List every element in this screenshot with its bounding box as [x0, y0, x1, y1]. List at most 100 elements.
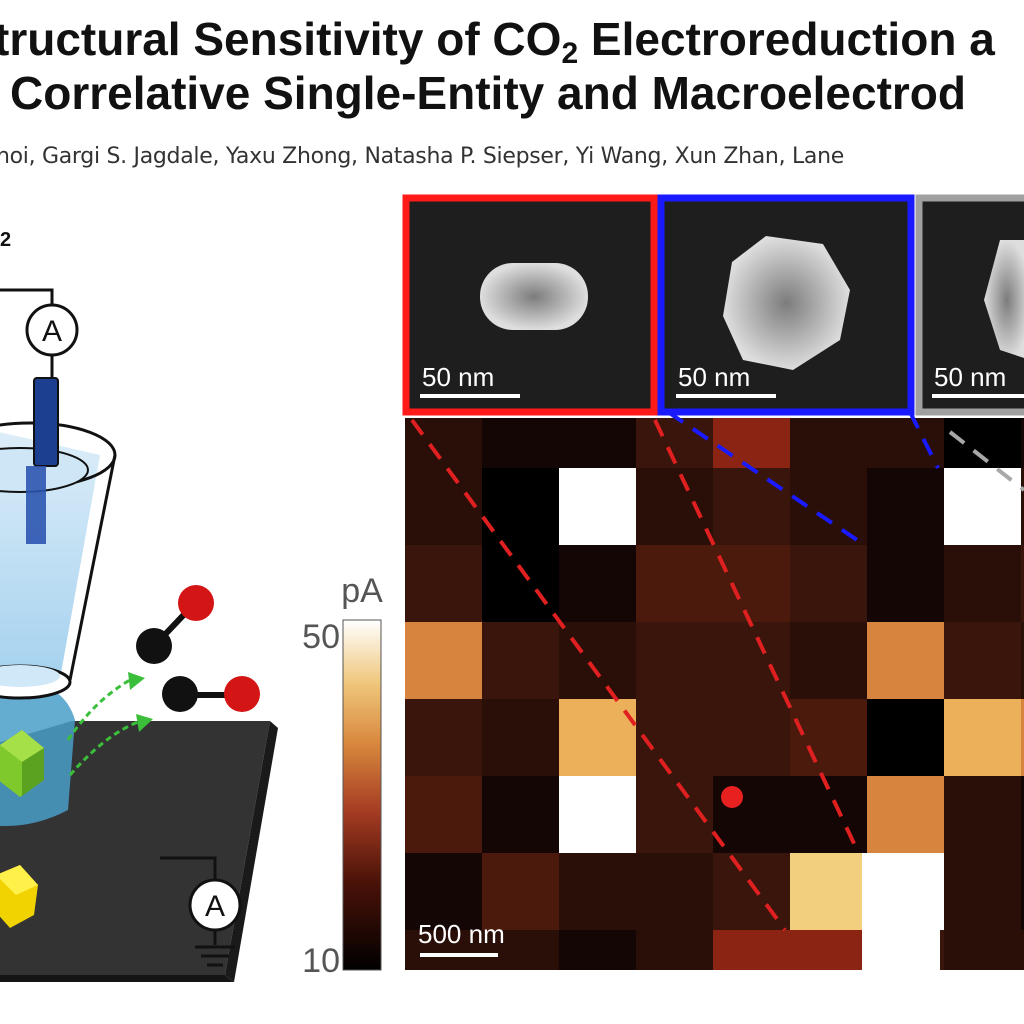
heatmap-pixel: [405, 468, 482, 545]
heatmap-pixel: [636, 622, 713, 699]
green-nanoparticle: [0, 730, 44, 797]
colorbar-max-label: 50: [302, 618, 340, 656]
product-arrow-2: [68, 720, 139, 776]
heatmap-pixel: [559, 545, 636, 622]
sem-inset-third: 50 nm: [915, 194, 1024, 416]
map-scale-label: 500 nm: [418, 919, 505, 949]
heatmap-pixel: [482, 853, 559, 930]
heatmap-pixel: [790, 930, 867, 970]
paper-title-line-2: Correlative Single-Entity and Macroelect…: [10, 67, 967, 119]
sem-inset-polyhedron: 50 nm: [657, 194, 915, 416]
heatmap-pixel: [713, 418, 790, 468]
correlation-line-blue-1: [666, 410, 862, 544]
heatmap-pixel: [790, 853, 867, 930]
ammeter-bottom-symbol: A: [205, 890, 225, 923]
heatmap-pixel: [482, 930, 559, 970]
heatmap-pixel: [482, 418, 559, 468]
author-list: hoi, Gargi S. Jagdale, Yaxu Zhong, Natas…: [0, 144, 844, 169]
heatmap-pixel: [713, 468, 790, 545]
heatmap-pixel: [405, 930, 482, 970]
heatmap-pixel: [867, 776, 944, 853]
probe-position-marker: [721, 786, 743, 808]
heatmap-pixel: [1021, 418, 1024, 468]
heatmap-pixel: [944, 545, 1021, 622]
map-gap: [862, 853, 940, 970]
heatmap-pixel: [944, 418, 1021, 468]
heatmap-pixel: [713, 622, 790, 699]
heatmap-pixel: [790, 545, 867, 622]
heatmap-pixel: [944, 622, 1021, 699]
heatmap-pixel: [1021, 468, 1024, 545]
heatmap-pixel: [482, 622, 559, 699]
heatmap-pixel: [559, 468, 636, 545]
heatmap-pixel: [867, 418, 944, 468]
heatmap-pixel: [1021, 699, 1024, 776]
title-part-a: tructural Sensitivity of CO: [0, 13, 562, 65]
heatmap-pixel: [559, 776, 636, 853]
schematic-label-fragment: 2: [0, 229, 11, 251]
sem-inset-rod: 50 nm: [402, 194, 658, 416]
yellow-nanoparticle: [0, 865, 38, 928]
title-part-b: Electroreduction a: [578, 13, 995, 65]
heatmap-pixel: [559, 418, 636, 468]
colorbar-min-label: 10: [302, 942, 340, 980]
heatmap-pixel: [790, 622, 867, 699]
correlation-line-gray: [948, 430, 1024, 492]
heatmap-pixel: [944, 930, 1021, 970]
sem-scale-label-2: 50 nm: [678, 362, 750, 392]
heatmap-pixel: [713, 545, 790, 622]
heatmap-pixel: [944, 776, 1021, 853]
heatmap-pixel: [1021, 776, 1024, 853]
heatmap-pixel: [944, 853, 1021, 930]
heatmap-pixel: [405, 776, 482, 853]
top-circuit-wire: [0, 288, 54, 378]
heatmap-pixel: [1021, 930, 1024, 970]
bottom-circuit-wire: [160, 856, 217, 945]
heatmap-pixel: [636, 853, 713, 930]
heatmap-pixel: [405, 699, 482, 776]
heatmap-pixel: [713, 853, 790, 930]
heatmap-pixel: [790, 699, 867, 776]
co-molecule-2: [162, 676, 260, 712]
beaker: [0, 421, 117, 700]
paper-title-line-1: tructural Sensitivity of CO2 Electroredu…: [0, 13, 1018, 69]
heatmap-pixel: [559, 622, 636, 699]
reference-electrode: [33, 377, 59, 467]
heatmap-pixel: [636, 699, 713, 776]
heatmap-pixel: [713, 699, 790, 776]
heatmap-pixel: [1021, 545, 1024, 622]
heatmap-pixel: [636, 468, 713, 545]
product-arrow-1: [66, 678, 131, 741]
correlation-line-red-1: [410, 418, 787, 932]
ammeter-bottom: A: [188, 878, 242, 932]
heatmap-pixel: [867, 699, 944, 776]
current-colorbar: pA 50 10: [302, 572, 383, 980]
ammeter-top-symbol: A: [42, 315, 62, 348]
heatmap-pixel: [405, 853, 482, 930]
heatmap-pixel: [790, 468, 867, 545]
ammeter-top: A: [25, 303, 79, 357]
heatmap-pixel: [944, 699, 1021, 776]
heatmap-pixel: [559, 930, 636, 970]
heatmap-pixel: [867, 545, 944, 622]
electrochemical-cell-schematic: 2: [0, 229, 278, 982]
heatmap-pixel: [482, 699, 559, 776]
heatmap-pixel: [482, 776, 559, 853]
colorbar-unit: pA: [341, 572, 383, 610]
heatmap-pixel: [713, 776, 790, 853]
title-subscript: 2: [561, 37, 579, 70]
heatmap-pixel: [636, 930, 713, 970]
heatmap-pixel: [405, 545, 482, 622]
sem-scale-label-1: 50 nm: [422, 362, 494, 392]
heatmap-pixel: [482, 545, 559, 622]
co-molecule-1: [136, 585, 214, 664]
heatmap-pixel: [559, 853, 636, 930]
heatmap-pixel: [636, 545, 713, 622]
heatmap-pixel: [482, 468, 559, 545]
heatmap-pixel: [867, 622, 944, 699]
ground-icon: [195, 945, 235, 967]
heatmap-pixel: [559, 699, 636, 776]
heatmap-pixel: [1021, 853, 1024, 930]
sem-scale-label-3: 50 nm: [934, 362, 1006, 392]
